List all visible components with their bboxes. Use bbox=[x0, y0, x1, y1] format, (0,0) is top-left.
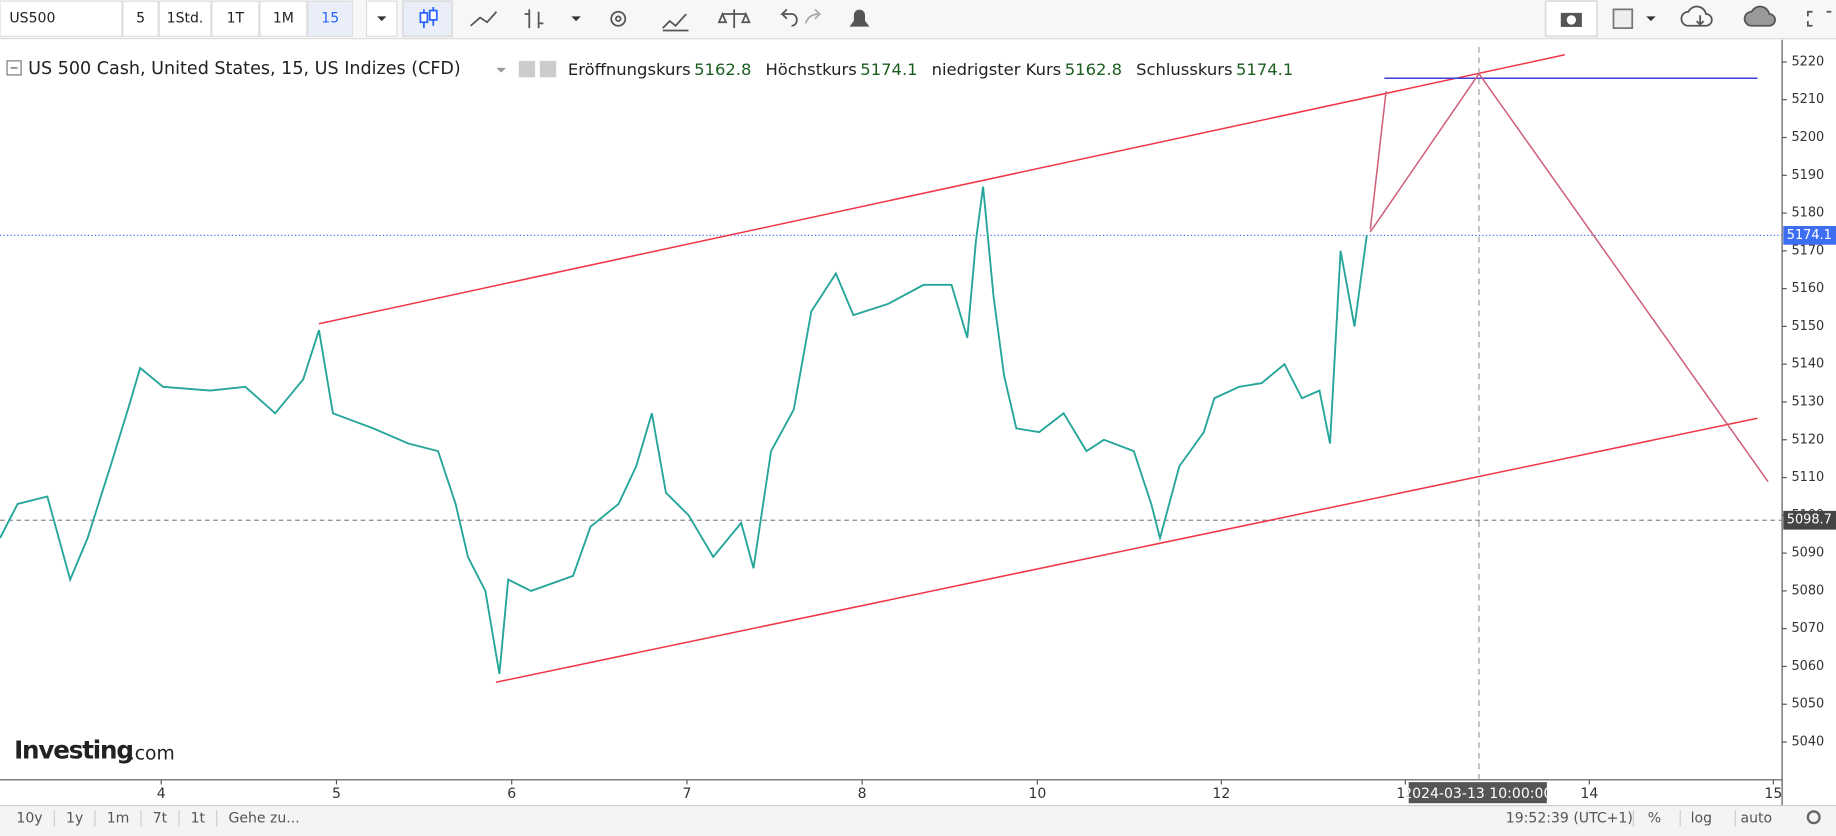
legend-label: Höchstkurs bbox=[765, 60, 856, 79]
interval-label[interactable]: 1Std. bbox=[167, 11, 204, 27]
logo: Investing bbox=[14, 736, 133, 765]
y-tick-label: 5170 bbox=[1791, 243, 1824, 258]
trend-drawing[interactable] bbox=[318, 54, 1565, 325]
y-tick-label: 5190 bbox=[1791, 168, 1824, 183]
legend-title: US 500 Cash, United States, 15, US Indiz… bbox=[28, 59, 461, 79]
symbol[interactable]: US500 bbox=[9, 11, 55, 27]
crosshair-label: 2024-03-13 10:00:00 bbox=[1403, 786, 1552, 802]
y-tick-label: 5140 bbox=[1791, 357, 1824, 372]
price-line bbox=[0, 186, 1368, 675]
range-button[interactable]: 10y bbox=[16, 810, 42, 826]
logo-suffix: .com bbox=[129, 744, 175, 765]
legend-value: 5162.8 bbox=[1065, 60, 1122, 79]
clock: 19:52:39 (UTC+1) bbox=[1506, 810, 1633, 826]
symbol-box[interactable] bbox=[0, 0, 123, 37]
interval-button[interactable] bbox=[158, 0, 212, 37]
legend-value: 5174.1 bbox=[1236, 60, 1293, 79]
price-level-tag bbox=[1783, 225, 1836, 245]
bottom-controls: 10y 1y 1m 7t 1t Gehe zu... 19:52:39 (UTC+1)% lo… bbox=[16, 810, 1773, 827]
scale-option[interactable]: auto bbox=[1741, 810, 1773, 826]
x-tick-label: 4 bbox=[157, 786, 166, 802]
range-button[interactable]: 1y bbox=[66, 810, 83, 826]
interval-label[interactable]: 1T bbox=[227, 11, 245, 27]
y-tick-label: 5040 bbox=[1791, 735, 1824, 750]
settings-icon[interactable] bbox=[539, 60, 557, 78]
y-tick-label: 5180 bbox=[1791, 206, 1824, 221]
caret bbox=[377, 16, 387, 22]
trend-drawing[interactable] bbox=[1369, 91, 1387, 230]
x-tick-label: 10 bbox=[1028, 786, 1046, 802]
x-tick-label: 8 bbox=[858, 786, 867, 802]
range-button[interactable]: 7t bbox=[153, 810, 168, 826]
interval-label[interactable]: 5 bbox=[136, 11, 145, 27]
x-tick-label: 7 bbox=[682, 786, 691, 802]
y-tick-label: 5060 bbox=[1791, 659, 1824, 674]
y-tick-label: 5050 bbox=[1791, 697, 1824, 712]
y-tick-label: 5220 bbox=[1791, 54, 1824, 69]
y-tick-label: 5130 bbox=[1791, 394, 1824, 409]
scale-option[interactable]: log bbox=[1691, 810, 1712, 826]
range-button[interactable]: 1t bbox=[191, 810, 206, 826]
plot-area[interactable] bbox=[0, 46, 1783, 780]
goto-button[interactable]: Gehe zu... bbox=[228, 810, 299, 826]
price-level-tag bbox=[1783, 510, 1836, 530]
trend-drawing[interactable] bbox=[495, 417, 1758, 684]
legend-label: niedrigster Kurs bbox=[932, 60, 1062, 79]
bottom-bar bbox=[0, 805, 1836, 836]
interval-button[interactable] bbox=[211, 0, 260, 37]
interval-button[interactable] bbox=[307, 0, 354, 37]
interval-group: 5 1Std. 1T 1M 15 bbox=[122, 0, 354, 37]
y-tick-label: 5150 bbox=[1791, 319, 1824, 334]
x-tick-label: 12 bbox=[1212, 786, 1230, 802]
x-tick-label: 5 bbox=[332, 786, 341, 802]
y-tick-label: 5200 bbox=[1791, 130, 1824, 145]
interval-label[interactable]: 15 bbox=[321, 11, 339, 27]
y-tick-label: 5110 bbox=[1791, 470, 1824, 485]
price-level-label: 5098.7 bbox=[1787, 513, 1832, 528]
x-tick-label: 14 bbox=[1580, 786, 1598, 802]
legend-value: 5174.1 bbox=[860, 60, 917, 79]
y-tick-label: 5080 bbox=[1791, 583, 1824, 598]
y-tick-label: 5160 bbox=[1791, 281, 1824, 296]
settings-gear[interactable] bbox=[1806, 810, 1821, 825]
y-tick-label: 5120 bbox=[1791, 432, 1824, 447]
legend-value: 5162.8 bbox=[694, 60, 751, 79]
legend-label: Eröffnungskurs bbox=[568, 60, 691, 79]
scale-option[interactable]: % bbox=[1648, 810, 1661, 826]
legend-fields: Eröffnungskurs 5162.8 Höchstkurs 5174.1 nied… bbox=[568, 60, 1293, 79]
y-tick-label: 5070 bbox=[1791, 621, 1824, 636]
x-tick-label: 15 bbox=[1764, 786, 1782, 802]
plot: 5040505050605070508050905100511051205130… bbox=[0, 46, 1836, 804]
interval-button[interactable] bbox=[122, 0, 159, 37]
eye-icon[interactable] bbox=[518, 60, 536, 78]
range-button[interactable]: 1m bbox=[107, 810, 130, 826]
toolbar-icons bbox=[401, 0, 1832, 38]
legend-label: Schlusskurs bbox=[1136, 60, 1232, 79]
interval-label[interactable]: 1M bbox=[273, 11, 294, 27]
crosshair-tag bbox=[1408, 782, 1547, 804]
interval-button[interactable] bbox=[259, 0, 308, 37]
y-tick-label: 5210 bbox=[1791, 92, 1824, 107]
price-level-label: 5174.1 bbox=[1787, 228, 1832, 243]
legend-caret bbox=[496, 67, 506, 73]
y-tick-label: 5090 bbox=[1791, 546, 1824, 561]
x-tick-label: 6 bbox=[507, 786, 516, 802]
